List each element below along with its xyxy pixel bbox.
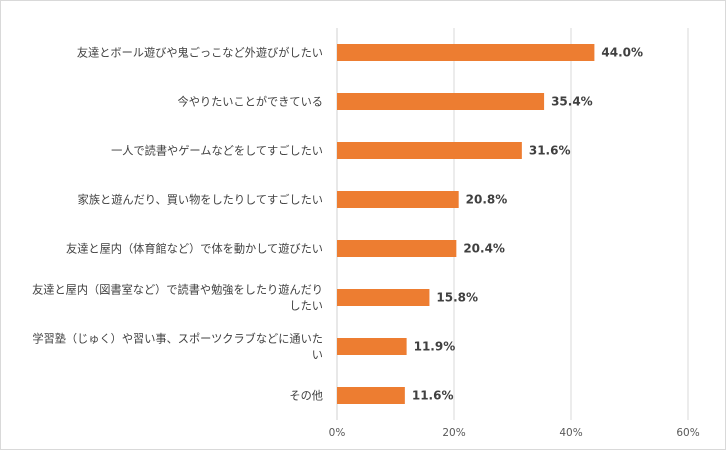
data-label: 20.8%	[466, 193, 508, 207]
x-tick-label: 60%	[676, 427, 699, 439]
data-label: 15.8%	[436, 291, 478, 305]
bar	[337, 142, 522, 159]
bar	[337, 387, 405, 404]
category-label: 学習塾（じゅく）や習い事、スポーツクラブなどに通いた	[32, 332, 323, 346]
category-label: 家族と遊んだり、買い物をしたりしてすごしたい	[78, 193, 323, 207]
category-label: 友達と屋内（図書室など）で読書や勉強をしたり遊んだり	[32, 283, 323, 297]
data-label: 31.6%	[529, 144, 571, 158]
data-label: 44.0%	[601, 46, 643, 60]
bar	[337, 240, 457, 257]
data-label: 11.9%	[414, 340, 456, 354]
data-label: 11.6%	[412, 389, 454, 403]
category-label: その他	[289, 390, 323, 403]
bar	[337, 93, 545, 110]
category-label: 友達とボール遊びや鬼ごっこなど外遊びがしたい	[77, 46, 323, 60]
bar	[337, 44, 595, 61]
bar	[337, 191, 459, 208]
category-label: したい	[289, 300, 323, 313]
bar	[337, 338, 407, 355]
category-label: 今やりたいことができている	[178, 95, 323, 109]
data-label: 35.4%	[551, 95, 593, 109]
category-label: 友達と屋内（体育館など）で体を動かして遊びたい	[66, 242, 323, 256]
data-label: 20.4%	[463, 242, 505, 256]
x-tick-label: 20%	[442, 427, 465, 439]
bar	[337, 289, 430, 306]
category-label: 一人で読書やゲームなどをしてすごしたい	[111, 144, 323, 158]
category-label: い	[312, 349, 323, 362]
x-tick-label: 0%	[329, 427, 346, 439]
x-tick-label: 40%	[559, 427, 582, 439]
